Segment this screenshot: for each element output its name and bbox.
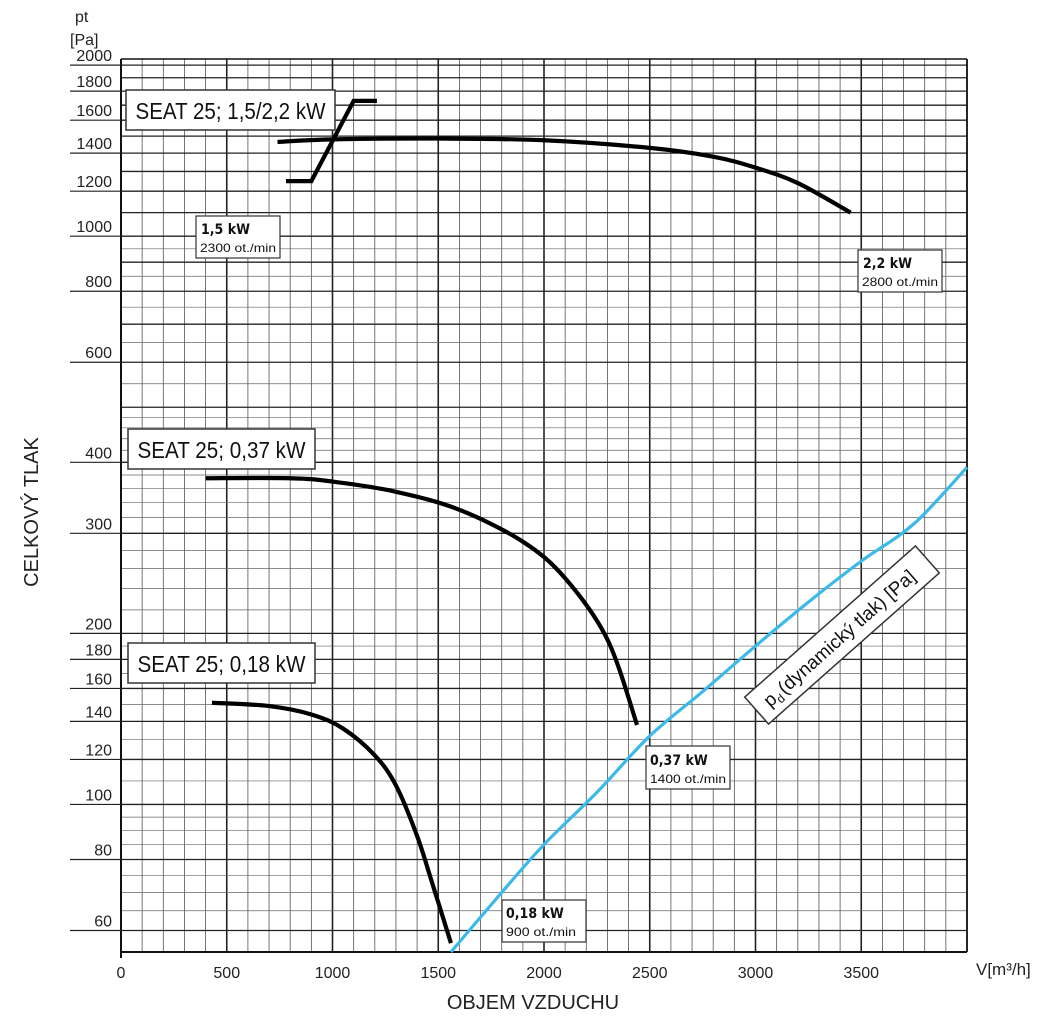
y-tick-label: 1600	[76, 103, 112, 120]
y-tick-label: 800	[85, 274, 112, 291]
y-tick-label: 160	[85, 671, 112, 688]
x-axis-title: OBJEM VZDUCHU	[447, 992, 619, 1014]
tag-1-5kw-box	[195, 215, 281, 259]
tag-2-2kw-sub: 2800 ot./min	[862, 275, 938, 289]
model-label-1-box	[125, 89, 336, 131]
model-label-3-box	[127, 642, 316, 684]
tag-2-2kw: 2,2 kW 2800 ot./min	[857, 249, 943, 293]
series-line-0	[277, 136, 852, 215]
y-tick-label: 2000	[76, 48, 112, 65]
y-tick-label: 1800	[76, 74, 112, 91]
pd-label-box	[743, 544, 941, 726]
x-tick-label: 1000	[315, 965, 351, 982]
tag-0-18kw-title: 0,18 kW	[506, 906, 564, 922]
y-tick-label: 140	[85, 704, 112, 721]
x-tick-label: 0	[117, 965, 126, 982]
model-label-1-text: SEAT 25; 1,5/2,2 kW	[136, 98, 326, 124]
axis-ticks: 2000180016001400120010008006004003002001…	[70, 48, 879, 982]
y-tick-label: 1000	[76, 219, 112, 236]
tag-0-18kw-box	[501, 899, 587, 943]
x-unit: V[m³/h]	[976, 960, 1031, 979]
pd-label-rest: (dynamický tlak) [Pa]	[774, 566, 920, 699]
tag-0-37kw-title: 0,37 kW	[650, 753, 708, 769]
y-tick-label: 600	[85, 345, 112, 362]
y-axis-title: CELKOVÝ TLAK	[20, 436, 43, 586]
tag-0-18kw-sub: 900 ot./min	[506, 925, 576, 939]
x-tick-label: 3500	[843, 965, 879, 982]
grid	[120, 58, 968, 958]
series-line-2	[205, 475, 640, 726]
tag-0-18kw: 0,18 kW 900 ot./min	[501, 899, 587, 943]
tag-1-5kw: 1,5 kW 2300 ot./min	[195, 215, 281, 259]
tag-1-5kw-title: 1,5 kW	[201, 222, 250, 238]
y-tick-label: 60	[94, 914, 112, 931]
series-line-1	[285, 98, 377, 184]
x-tick-label: 2000	[526, 965, 562, 982]
x-tick-label: 500	[213, 965, 240, 982]
tag-0-37kw: 0,37 kW 1400 ot./min	[645, 745, 731, 790]
x-tick-label: 1500	[420, 965, 456, 982]
model-label-2-text: SEAT 25; 0,37 kW	[138, 437, 306, 463]
y-unit-line1: pt	[75, 9, 89, 26]
pd-label: pd(dynamický tlak) [Pa]	[743, 544, 941, 726]
tag-0-37kw-sub: 1400 ot./min	[650, 772, 726, 786]
x-tick-label: 3000	[738, 965, 774, 982]
model-label-2: SEAT 25; 0,37 kW	[127, 428, 316, 470]
tag-0-37kw-box	[645, 745, 731, 790]
model-label-3-text: SEAT 25; 0,18 kW	[138, 651, 306, 677]
y-tick-label: 1400	[76, 136, 112, 153]
model-label-3: SEAT 25; 0,18 kW	[127, 642, 316, 684]
y-tick-label: 1200	[76, 174, 112, 191]
tag-2-2kw-title: 2,2 kW	[863, 256, 912, 272]
y-tick-label: 400	[85, 445, 112, 462]
y-tick-label: 180	[85, 642, 112, 659]
series-line-3	[211, 700, 453, 944]
tag-2-2kw-box	[857, 249, 943, 293]
y-unit-line2: [Pa]	[70, 32, 98, 49]
series-line-4	[449, 466, 969, 954]
x-tick-label: 2500	[632, 965, 668, 982]
model-label-1: SEAT 25; 1,5/2,2 kW	[125, 89, 336, 131]
y-tick-label: 200	[85, 616, 112, 633]
y-tick-label: 300	[85, 516, 112, 533]
model-label-2-box	[127, 428, 316, 470]
y-tick-label: 120	[85, 742, 112, 759]
y-tick-label: 100	[85, 787, 112, 804]
y-tick-label: 80	[94, 843, 112, 860]
tag-1-5kw-sub: 2300 ot./min	[200, 241, 276, 255]
curves	[205, 98, 969, 954]
